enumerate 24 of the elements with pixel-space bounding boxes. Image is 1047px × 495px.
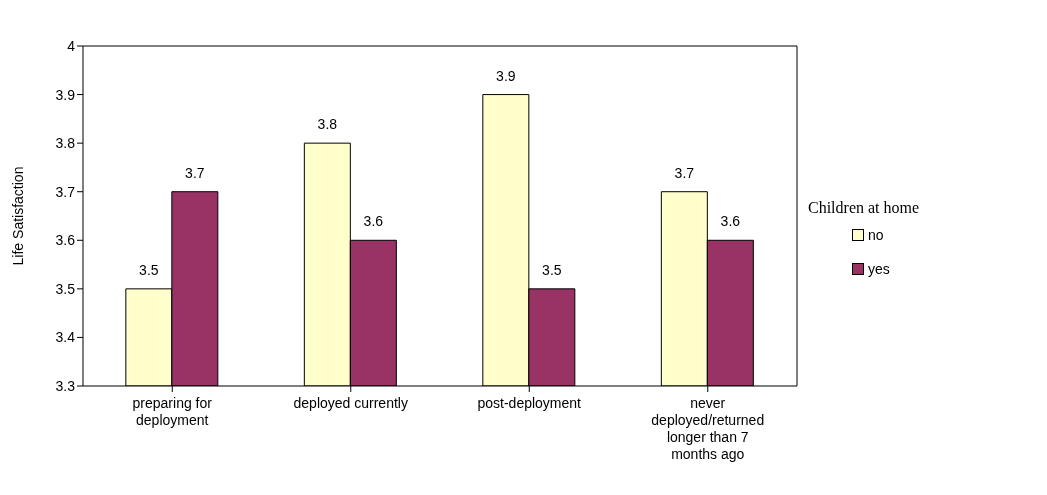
x-tick-label: preparing for deployment [132, 395, 213, 428]
y-tick-label: 3.7 [55, 183, 76, 200]
data-label: 3.6 [720, 213, 741, 230]
y-tick-label: 3.5 [55, 280, 76, 297]
y-tick-label: 3.8 [55, 135, 76, 152]
y-tick-label: 3.4 [55, 329, 76, 346]
y-tick-label: 3.9 [55, 86, 76, 103]
data-label: 3.8 [317, 116, 338, 133]
y-tick-label: 3.3 [55, 377, 76, 394]
y-tick-label: 3.6 [55, 232, 76, 249]
data-label: 3.7 [674, 164, 695, 181]
y-axis-title: Life Satisfaction [9, 166, 26, 266]
data-label: 3.7 [185, 164, 205, 181]
y-tick-label: 4 [67, 37, 76, 54]
data-label: 3.5 [542, 261, 562, 278]
legend-label: yes [868, 261, 890, 277]
data-label: 3.6 [363, 213, 384, 230]
x-tick-label: post-deployment [477, 395, 582, 411]
x-tick-label: deployed currently [293, 395, 408, 411]
legend-title: Children at home [808, 199, 921, 217]
legend-label: no [868, 227, 884, 243]
data-label: 3.5 [139, 261, 159, 278]
x-tick-label: never deployed/returned longer than 7 months ago [651, 395, 765, 462]
data-label: 3.9 [496, 67, 516, 84]
